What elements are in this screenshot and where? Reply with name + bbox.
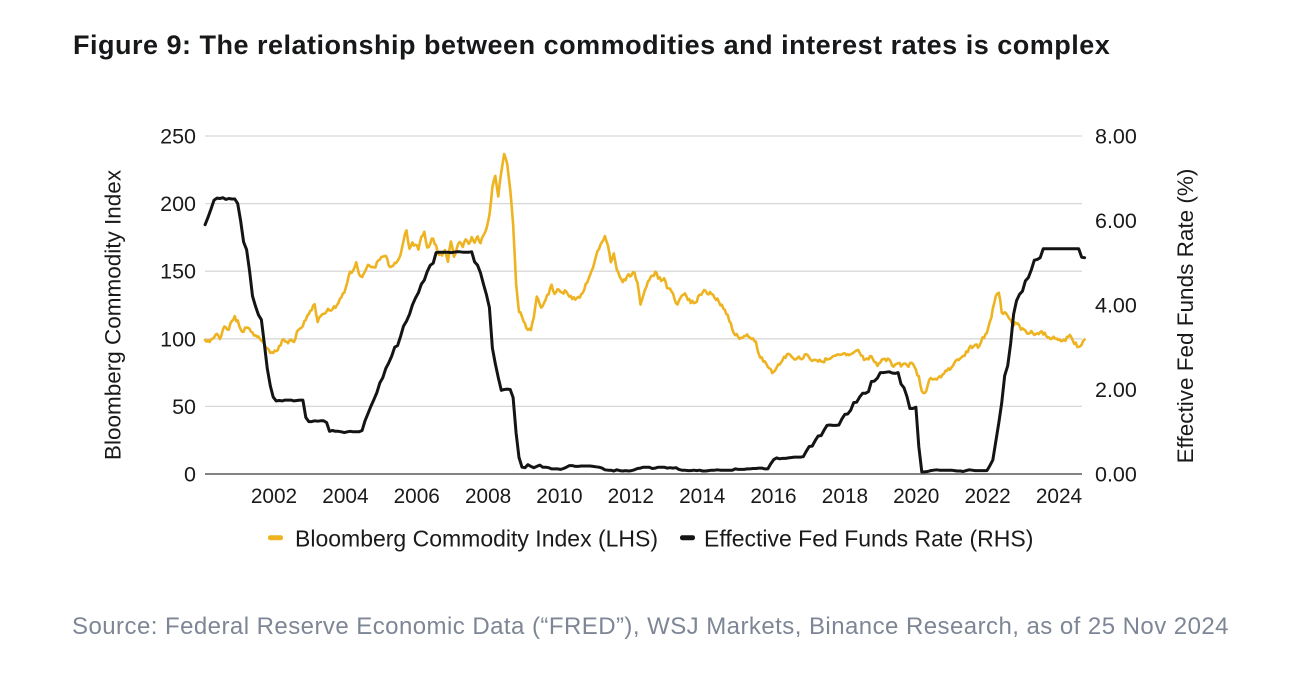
svg-text:2010: 2010: [536, 485, 582, 508]
svg-text:Effective Fed Funds Rate (%): Effective Fed Funds Rate (%): [1173, 169, 1198, 464]
svg-text:2020: 2020: [893, 485, 939, 508]
svg-text:100: 100: [160, 327, 196, 351]
svg-text:2024: 2024: [1036, 485, 1082, 508]
svg-text:Bloomberg Commodity Index (LHS: Bloomberg Commodity Index (LHS): [295, 526, 658, 552]
svg-text:2014: 2014: [679, 485, 725, 508]
svg-text:2012: 2012: [608, 485, 654, 508]
svg-text:200: 200: [160, 192, 196, 216]
svg-text:250: 250: [160, 125, 196, 149]
svg-text:Bloomberg Commodity Index: Bloomberg Commodity Index: [101, 169, 126, 460]
svg-text:2006: 2006: [394, 485, 440, 508]
svg-text:2018: 2018: [822, 485, 868, 508]
svg-text:2004: 2004: [322, 485, 368, 508]
svg-text:6.00: 6.00: [1095, 209, 1137, 233]
svg-text:2.00: 2.00: [1095, 378, 1137, 402]
svg-text:50: 50: [172, 395, 196, 419]
svg-text:0.00: 0.00: [1095, 463, 1137, 487]
svg-text:4.00: 4.00: [1095, 294, 1137, 318]
svg-text:Effective Fed Funds Rate (RHS): Effective Fed Funds Rate (RHS): [704, 526, 1033, 552]
svg-text:2002: 2002: [251, 485, 297, 508]
svg-text:8.00: 8.00: [1095, 125, 1137, 149]
svg-text:2016: 2016: [750, 485, 796, 508]
svg-text:150: 150: [160, 260, 196, 284]
svg-text:2008: 2008: [465, 485, 511, 508]
svg-text:0: 0: [184, 463, 196, 487]
svg-text:2022: 2022: [964, 485, 1010, 508]
